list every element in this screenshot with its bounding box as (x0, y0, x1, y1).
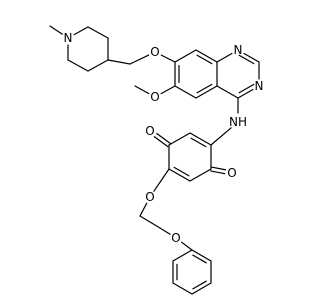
bond (191, 282, 212, 295)
atom-label: NH (229, 115, 247, 129)
bond (216, 85, 239, 99)
bond (172, 282, 193, 295)
double-bond (173, 166, 190, 177)
atom-label: N (234, 43, 243, 57)
bond (87, 59, 109, 72)
atom-label: O (145, 190, 154, 204)
double-bond (238, 54, 255, 65)
double-bond (192, 254, 207, 264)
double-bond (190, 137, 207, 148)
bond (195, 85, 218, 99)
atom-label: O (227, 166, 236, 180)
bond (237, 88, 254, 99)
bond (49, 25, 63, 35)
bond (168, 132, 191, 146)
double-bond (153, 136, 169, 148)
bond (189, 168, 212, 182)
bond (153, 168, 170, 192)
bond (67, 59, 89, 72)
bond (191, 249, 212, 262)
bond (87, 26, 109, 39)
bond (181, 241, 193, 251)
double-bond (210, 166, 227, 171)
atom-label: O (145, 124, 154, 138)
double-bond (238, 83, 255, 94)
atom-label: N (255, 79, 264, 93)
double-bond (156, 132, 171, 144)
double-bond (196, 54, 213, 65)
atom-label: O (150, 90, 159, 104)
bond (195, 49, 218, 63)
bond (174, 49, 197, 63)
atom-label: O (171, 231, 180, 245)
bond (168, 168, 191, 182)
bond (134, 85, 150, 95)
molecule-diagram: N O O N N NH O O O O (49, 25, 264, 295)
double-bond (210, 170, 226, 175)
bond (129, 54, 150, 65)
bond (210, 127, 232, 146)
atom-label: O (150, 45, 159, 59)
bond (216, 52, 233, 63)
bond (107, 59, 131, 65)
double-bond (196, 83, 213, 94)
double-bond (192, 280, 207, 290)
bond (172, 249, 193, 262)
bond (160, 85, 176, 95)
bond (174, 85, 197, 99)
bond (73, 26, 89, 36)
atom-label: N (64, 31, 73, 45)
bond (243, 52, 260, 63)
bond (160, 54, 176, 63)
bond (189, 132, 212, 146)
bond (139, 215, 161, 229)
bond (139, 202, 148, 217)
bond (159, 227, 171, 235)
